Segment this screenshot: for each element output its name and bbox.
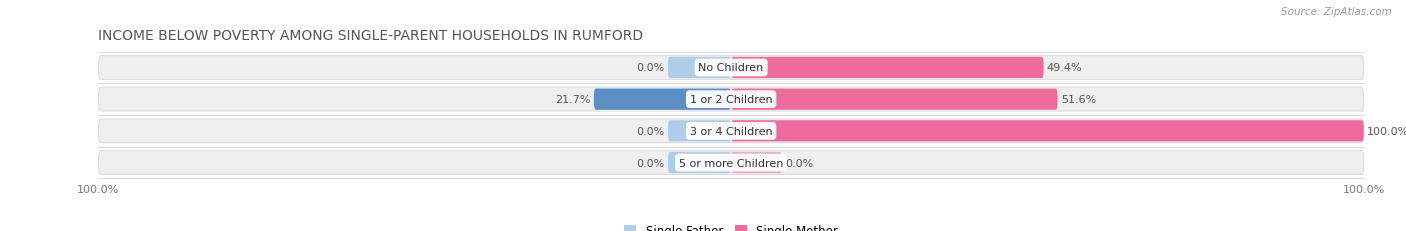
Text: 0.0%: 0.0% bbox=[637, 63, 665, 73]
FancyBboxPatch shape bbox=[98, 56, 1364, 80]
Legend: Single Father, Single Mother: Single Father, Single Mother bbox=[620, 219, 842, 231]
Text: 51.6%: 51.6% bbox=[1060, 95, 1097, 105]
Text: 100.0%: 100.0% bbox=[1367, 126, 1406, 136]
Text: 0.0%: 0.0% bbox=[785, 158, 813, 168]
Text: INCOME BELOW POVERTY AMONG SINGLE-PARENT HOUSEHOLDS IN RUMFORD: INCOME BELOW POVERTY AMONG SINGLE-PARENT… bbox=[98, 29, 644, 43]
Text: No Children: No Children bbox=[699, 63, 763, 73]
Text: 1 or 2 Children: 1 or 2 Children bbox=[690, 95, 772, 105]
Text: 21.7%: 21.7% bbox=[555, 95, 591, 105]
Text: 49.4%: 49.4% bbox=[1047, 63, 1083, 73]
Text: 3 or 4 Children: 3 or 4 Children bbox=[690, 126, 772, 136]
FancyBboxPatch shape bbox=[731, 89, 1057, 110]
FancyBboxPatch shape bbox=[731, 58, 1043, 79]
FancyBboxPatch shape bbox=[668, 152, 731, 173]
FancyBboxPatch shape bbox=[731, 121, 1364, 142]
FancyBboxPatch shape bbox=[668, 58, 731, 79]
FancyBboxPatch shape bbox=[731, 152, 782, 173]
Text: Source: ZipAtlas.com: Source: ZipAtlas.com bbox=[1281, 7, 1392, 17]
FancyBboxPatch shape bbox=[593, 89, 731, 110]
Text: 5 or more Children: 5 or more Children bbox=[679, 158, 783, 168]
FancyBboxPatch shape bbox=[98, 151, 1364, 175]
FancyBboxPatch shape bbox=[668, 121, 731, 142]
FancyBboxPatch shape bbox=[98, 88, 1364, 112]
Text: 0.0%: 0.0% bbox=[637, 158, 665, 168]
FancyBboxPatch shape bbox=[98, 119, 1364, 143]
Text: 0.0%: 0.0% bbox=[637, 126, 665, 136]
